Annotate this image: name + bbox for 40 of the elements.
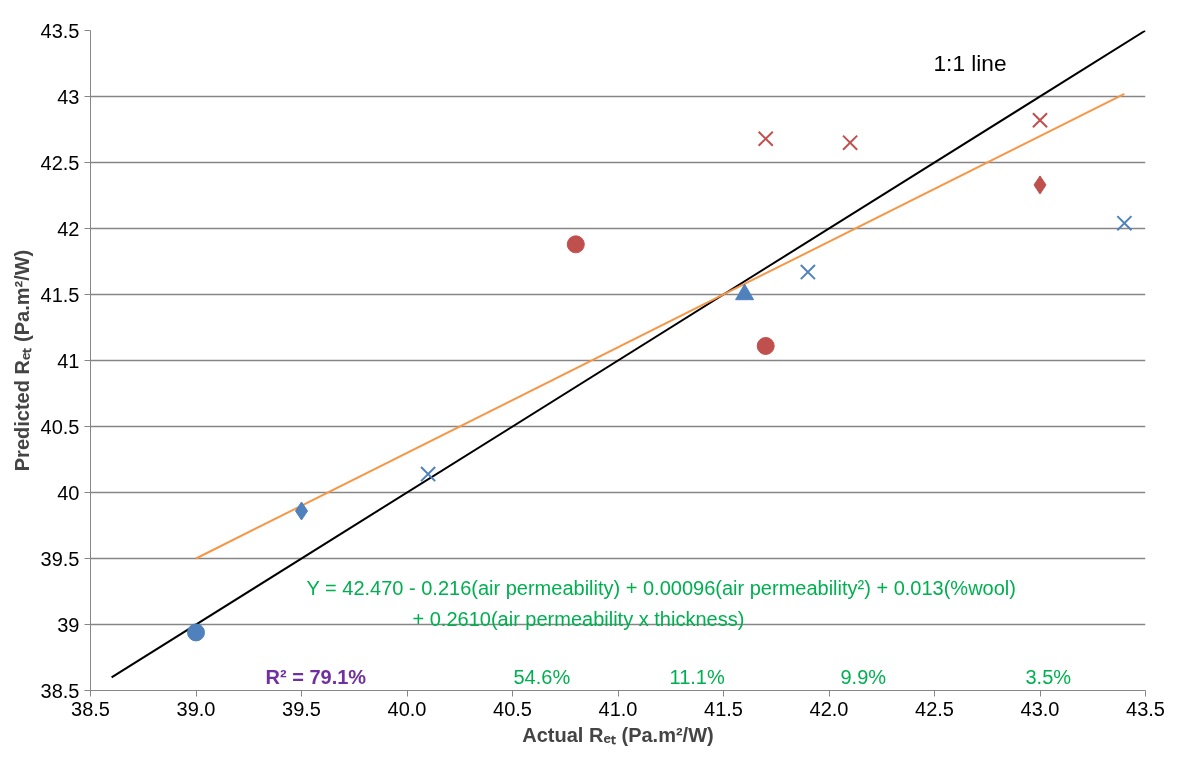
x-tick-label: 40.5 xyxy=(493,697,532,720)
x-tick-label: 43.5 xyxy=(1126,697,1165,720)
x-tick-label: 40.0 xyxy=(387,697,427,720)
point xyxy=(420,465,437,483)
x-tick-label: 42.5 xyxy=(915,697,954,720)
point xyxy=(842,134,859,151)
annotation: Y = 42.470 - 0.216(air permeability) + 0.00096(air permeability²) + 0.013(%wool) xyxy=(306,576,1016,599)
y-tick-label: 42 xyxy=(57,217,80,240)
y-tick-label: 42.5 xyxy=(40,151,80,174)
point xyxy=(757,130,774,147)
point xyxy=(1033,175,1047,195)
annotation: + 0.2610(air permeability x thickness) xyxy=(412,607,745,630)
x-tick-label: 42.0 xyxy=(809,697,849,720)
annotation: 54.6% xyxy=(513,665,571,688)
point xyxy=(187,623,205,642)
y-tick-label: 43.5 xyxy=(40,19,80,42)
y-tick-label: 39 xyxy=(57,613,80,636)
annotation: R² = 79.1% xyxy=(265,665,367,688)
y-tick-label: 39.5 xyxy=(40,547,80,570)
y-tick-label: 40.5 xyxy=(40,415,80,438)
point xyxy=(566,235,585,254)
point xyxy=(799,263,816,281)
annotation: 11.1% xyxy=(669,665,725,688)
y-tick-label: 41.5 xyxy=(40,283,80,306)
y-tick-label: 43 xyxy=(57,85,80,108)
x-axis-title: Actual Rₑₜ (Pa.m²/W) xyxy=(522,723,714,746)
y-axis-title: Predicted Rₑₜ (Pa.m²/W) xyxy=(10,249,33,472)
x-tick-label: 39.5 xyxy=(282,697,321,720)
point xyxy=(1116,215,1133,232)
x-tick-label: 41.5 xyxy=(704,697,743,720)
annotation: 1:1 line xyxy=(933,49,1007,76)
annotation: 9.9% xyxy=(840,665,887,688)
x-tick-label: 43.0 xyxy=(1020,697,1060,720)
x-tick-label: 39.0 xyxy=(176,697,216,720)
annotation: 3.5% xyxy=(1025,665,1072,688)
y-tick-label: 40 xyxy=(57,481,80,504)
point xyxy=(1031,112,1049,129)
x-tick-label: 41.0 xyxy=(598,697,638,720)
y-tick-label: 41 xyxy=(57,349,80,372)
point xyxy=(756,337,775,355)
